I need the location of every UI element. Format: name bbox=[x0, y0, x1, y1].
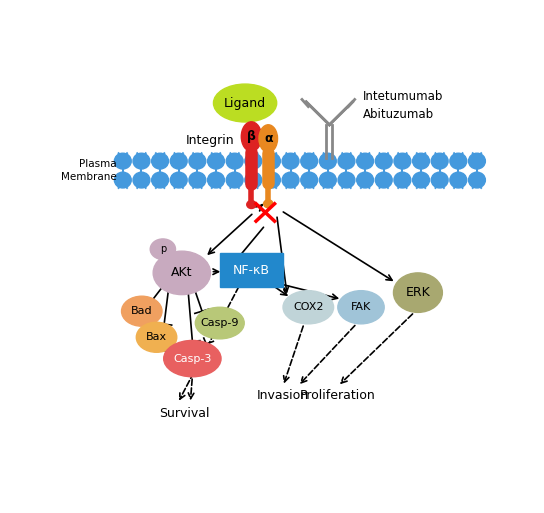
Ellipse shape bbox=[431, 153, 448, 169]
Ellipse shape bbox=[208, 172, 225, 188]
Ellipse shape bbox=[170, 172, 187, 188]
Ellipse shape bbox=[213, 84, 277, 122]
Text: COX2: COX2 bbox=[293, 302, 324, 312]
Text: α: α bbox=[264, 132, 273, 145]
Ellipse shape bbox=[282, 153, 299, 169]
Text: Ligand: Ligand bbox=[224, 96, 266, 110]
Ellipse shape bbox=[259, 125, 277, 152]
Ellipse shape bbox=[263, 153, 280, 169]
Ellipse shape bbox=[394, 172, 411, 188]
Ellipse shape bbox=[114, 153, 131, 169]
Ellipse shape bbox=[226, 172, 243, 188]
Ellipse shape bbox=[170, 153, 187, 169]
Ellipse shape bbox=[282, 172, 299, 188]
Text: ERK: ERK bbox=[406, 286, 430, 299]
Ellipse shape bbox=[152, 172, 169, 188]
Text: AKt: AKt bbox=[171, 266, 193, 280]
Text: Intetumumab
Abituzumab: Intetumumab Abituzumab bbox=[363, 89, 443, 121]
Ellipse shape bbox=[394, 153, 411, 169]
Ellipse shape bbox=[338, 153, 355, 169]
Ellipse shape bbox=[152, 153, 169, 169]
Ellipse shape bbox=[189, 172, 206, 188]
Ellipse shape bbox=[393, 273, 442, 312]
Text: Bad: Bad bbox=[131, 306, 153, 316]
Ellipse shape bbox=[319, 172, 336, 188]
Ellipse shape bbox=[264, 200, 273, 208]
Ellipse shape bbox=[468, 153, 485, 169]
Ellipse shape bbox=[357, 153, 374, 169]
Text: Invasion: Invasion bbox=[257, 389, 309, 402]
Ellipse shape bbox=[319, 153, 336, 169]
Ellipse shape bbox=[375, 153, 392, 169]
Ellipse shape bbox=[301, 153, 318, 169]
Ellipse shape bbox=[226, 153, 243, 169]
Text: Integrin: Integrin bbox=[186, 134, 234, 147]
Ellipse shape bbox=[431, 172, 448, 188]
Text: p: p bbox=[160, 244, 166, 254]
Ellipse shape bbox=[301, 172, 318, 188]
Ellipse shape bbox=[283, 291, 333, 324]
Ellipse shape bbox=[338, 291, 384, 324]
Ellipse shape bbox=[245, 172, 262, 188]
Ellipse shape bbox=[450, 153, 467, 169]
Ellipse shape bbox=[153, 251, 211, 294]
Ellipse shape bbox=[164, 341, 221, 377]
Text: FAK: FAK bbox=[351, 302, 371, 312]
Ellipse shape bbox=[338, 172, 355, 188]
Ellipse shape bbox=[137, 322, 177, 352]
Ellipse shape bbox=[189, 153, 206, 169]
Text: Casp-9: Casp-9 bbox=[201, 318, 239, 328]
Text: Casp-3: Casp-3 bbox=[173, 353, 212, 364]
Ellipse shape bbox=[450, 172, 467, 188]
Text: NF-κB: NF-κB bbox=[233, 264, 270, 277]
Ellipse shape bbox=[242, 122, 262, 151]
Ellipse shape bbox=[133, 172, 150, 188]
Text: Plasma
Membrane: Plasma Membrane bbox=[61, 159, 116, 182]
Ellipse shape bbox=[357, 172, 374, 188]
Ellipse shape bbox=[468, 172, 485, 188]
Ellipse shape bbox=[412, 172, 429, 188]
Ellipse shape bbox=[412, 153, 429, 169]
FancyBboxPatch shape bbox=[220, 253, 283, 287]
Ellipse shape bbox=[245, 153, 262, 169]
Ellipse shape bbox=[375, 172, 392, 188]
Ellipse shape bbox=[263, 172, 280, 188]
Text: Bax: Bax bbox=[146, 332, 167, 342]
Text: Survival: Survival bbox=[159, 407, 209, 420]
Ellipse shape bbox=[133, 153, 150, 169]
Ellipse shape bbox=[247, 201, 256, 208]
Text: Proliferation: Proliferation bbox=[300, 389, 376, 402]
Ellipse shape bbox=[114, 172, 131, 188]
Text: β: β bbox=[247, 130, 256, 143]
Ellipse shape bbox=[121, 296, 162, 326]
Ellipse shape bbox=[208, 153, 225, 169]
Ellipse shape bbox=[150, 239, 176, 260]
Ellipse shape bbox=[195, 307, 244, 339]
